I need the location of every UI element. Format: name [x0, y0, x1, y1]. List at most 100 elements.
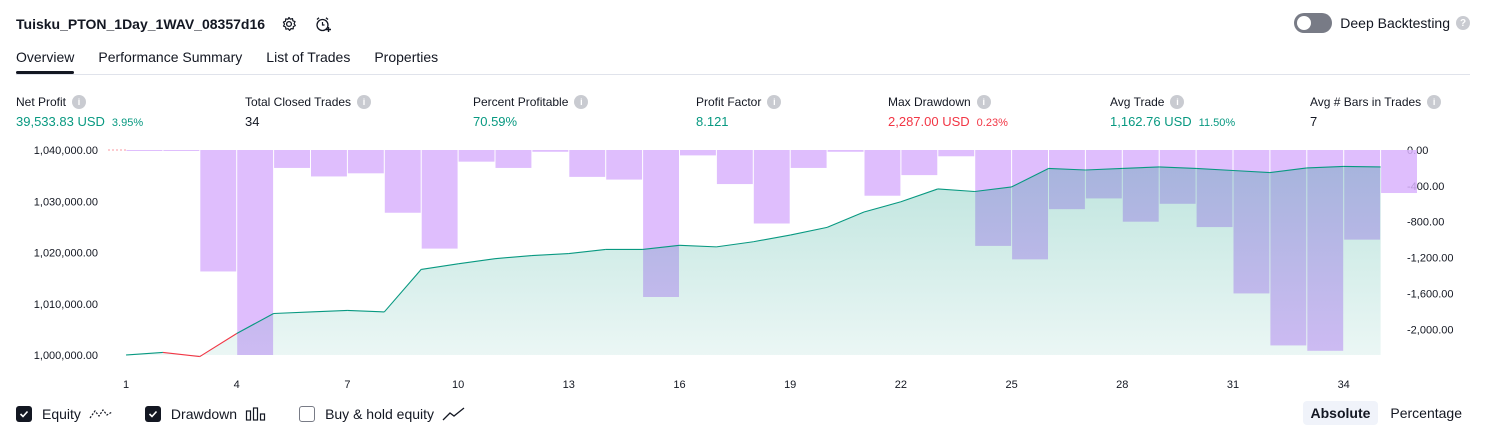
tab-overview[interactable]: Overview	[16, 46, 75, 74]
legend-equity[interactable]: Equity	[16, 406, 113, 422]
tab-bar: Overview Performance Summary List of Tra…	[16, 46, 462, 74]
info-icon[interactable]: i	[357, 95, 372, 109]
drawdown-bar	[532, 150, 569, 152]
right-axis-tick-label: -800.00	[1407, 217, 1444, 229]
drawdown-bar	[163, 150, 200, 151]
right-axis: 0.00-400.00-800.00-1,200.00-1,600.00-2,0…	[1407, 145, 1453, 336]
metric-label: Percent Profitable	[473, 95, 569, 109]
metric-avg-bars-in-trades: Avg # Bars in Trades i 7	[1310, 94, 1442, 130]
legend-label: Equity	[42, 406, 81, 422]
x-axis-tick-label: 19	[784, 379, 796, 391]
equity-line-segment	[1343, 165, 1381, 168]
metric-total-closed-trades: Total Closed Trades i 34	[245, 94, 372, 130]
mode-absolute[interactable]: Absolute	[1302, 401, 1379, 425]
legend-drawdown[interactable]: Drawdown	[144, 406, 267, 422]
strategy-header: Tuisku_PTON_1Day_1WAV_08357d16	[16, 13, 333, 35]
drawdown-bar	[311, 150, 347, 177]
equity-drawdown-chart[interactable]: 1,000,000.00 1,010,000.00 1,020,000.00 1,03…	[0, 138, 1486, 398]
equity-line-segment	[753, 234, 791, 243]
right-axis-tick-label: -1,600.00	[1407, 288, 1453, 300]
equity-line-segment	[568, 248, 606, 255]
metric-profit-factor: Profit Factor i 8.121	[696, 94, 782, 130]
mode-percentage[interactable]: Percentage	[1390, 405, 1462, 421]
equity-line-segment	[162, 351, 200, 358]
info-icon[interactable]: i	[976, 95, 991, 109]
equity-line	[125, 165, 1381, 358]
metric-avg-trade: Avg Trade i 1,162.76 USD 11.50%	[1110, 94, 1235, 130]
x-axis-tick-label: 31	[1227, 379, 1239, 391]
legend-label: Buy & hold equity	[325, 406, 435, 422]
metric-value: 2,287.00 USD	[888, 114, 970, 129]
deep-backtesting-toggle[interactable]	[1294, 13, 1333, 33]
tab-properties[interactable]: Properties	[374, 49, 439, 65]
equity-line-segment	[383, 269, 422, 313]
equity-line-segment	[421, 263, 459, 270]
equity-line-segment	[900, 188, 938, 203]
equity-line-segment	[1048, 167, 1086, 171]
drawdown-bar	[495, 150, 532, 168]
equity-line-segment	[974, 186, 1012, 193]
left-axis-tick-label: 1,010,000.00	[34, 299, 98, 311]
x-axis-tick-label: 34	[1338, 379, 1350, 391]
drawdown-bar	[716, 150, 753, 185]
checkbox-checked-icon[interactable]	[16, 406, 32, 422]
checkbox-checked-icon[interactable]	[144, 406, 161, 422]
metric-value: 70.59%	[473, 114, 518, 129]
metric-percent: 0.23%	[976, 117, 1008, 129]
drawdown-bar	[938, 150, 975, 157]
metrics-row: Net Profit i 39,533.83 USD 3.95% Total Clo…	[0, 94, 1486, 134]
metric-label: Profit Factor	[696, 95, 762, 109]
chart-legend: Equity Drawdown Buy & hold equity	[16, 403, 498, 425]
x-axis-tick-label: 13	[563, 379, 575, 391]
metric-percent: 11.50%	[1198, 117, 1236, 129]
tab-list-of-trades[interactable]: List of Trades	[266, 49, 351, 65]
tab-performance-summary[interactable]: Performance Summary	[98, 49, 243, 65]
equity-line-segment	[826, 211, 865, 228]
metric-value: 34	[245, 114, 260, 129]
equity-line-segment	[863, 201, 902, 213]
info-icon[interactable]: i	[1170, 95, 1185, 109]
left-axis-tick-label: 1,000,000.00	[34, 350, 98, 362]
equity-line-segment	[642, 244, 680, 250]
info-icon[interactable]: i	[767, 95, 782, 109]
equity-line-segment	[1196, 167, 1234, 172]
metric-value: 7	[1310, 114, 1318, 129]
equity-line-segment	[1269, 167, 1307, 174]
metric-max-drawdown: Max Drawdown i 2,287.00 USD 0.23%	[888, 94, 1008, 130]
bar-chart-icon	[245, 406, 267, 422]
info-icon[interactable]: i	[574, 95, 589, 109]
x-axis-tick-label: 1	[123, 379, 129, 391]
drawdown-bar	[458, 150, 495, 162]
drawdown-bar	[606, 150, 643, 180]
drawdown-bar	[790, 150, 827, 168]
equity-line-segment	[937, 188, 975, 193]
legend-label: Drawdown	[170, 406, 238, 422]
equity-line-segment	[531, 252, 569, 257]
info-icon[interactable]: i	[72, 95, 87, 109]
legend-buy-hold-equity[interactable]: Buy & hold equity	[299, 406, 466, 422]
help-icon[interactable]: ?	[1456, 16, 1470, 30]
x-axis-tick-label: 25	[1005, 379, 1017, 391]
metric-label: Net Profit	[16, 95, 67, 109]
x-axis-tick-label: 28	[1116, 379, 1128, 391]
equity-line-icon	[89, 406, 113, 422]
deep-backtesting-label: Deep Backtesting	[1340, 15, 1450, 31]
equity-line-segment	[1122, 166, 1160, 169]
drawdown-bar	[274, 150, 310, 168]
drawdown-bar	[569, 150, 606, 177]
trend-line-icon	[442, 406, 466, 422]
left-axis-tick-label: 1,040,000.00	[34, 145, 98, 157]
x-axis-tick-label: 4	[234, 379, 240, 391]
deep-backtesting: Deep Backtesting ?	[1294, 13, 1470, 33]
metric-label: Total Closed Trades	[245, 95, 352, 109]
right-axis-tick-label: -1,200.00	[1407, 253, 1453, 265]
metric-value: 39,533.83 USD	[16, 114, 105, 129]
alarm-clock-plus-icon[interactable]	[313, 14, 333, 34]
checkbox-unchecked-icon[interactable]	[299, 406, 316, 422]
gear-icon[interactable]	[279, 14, 299, 34]
info-icon[interactable]: i	[1427, 95, 1442, 109]
metric-percent-profitable: Percent Profitable i 70.59%	[473, 94, 589, 130]
drawdown-bar	[421, 150, 458, 249]
equity-line-segment	[273, 311, 311, 315]
equity-line-segment	[1159, 166, 1197, 169]
